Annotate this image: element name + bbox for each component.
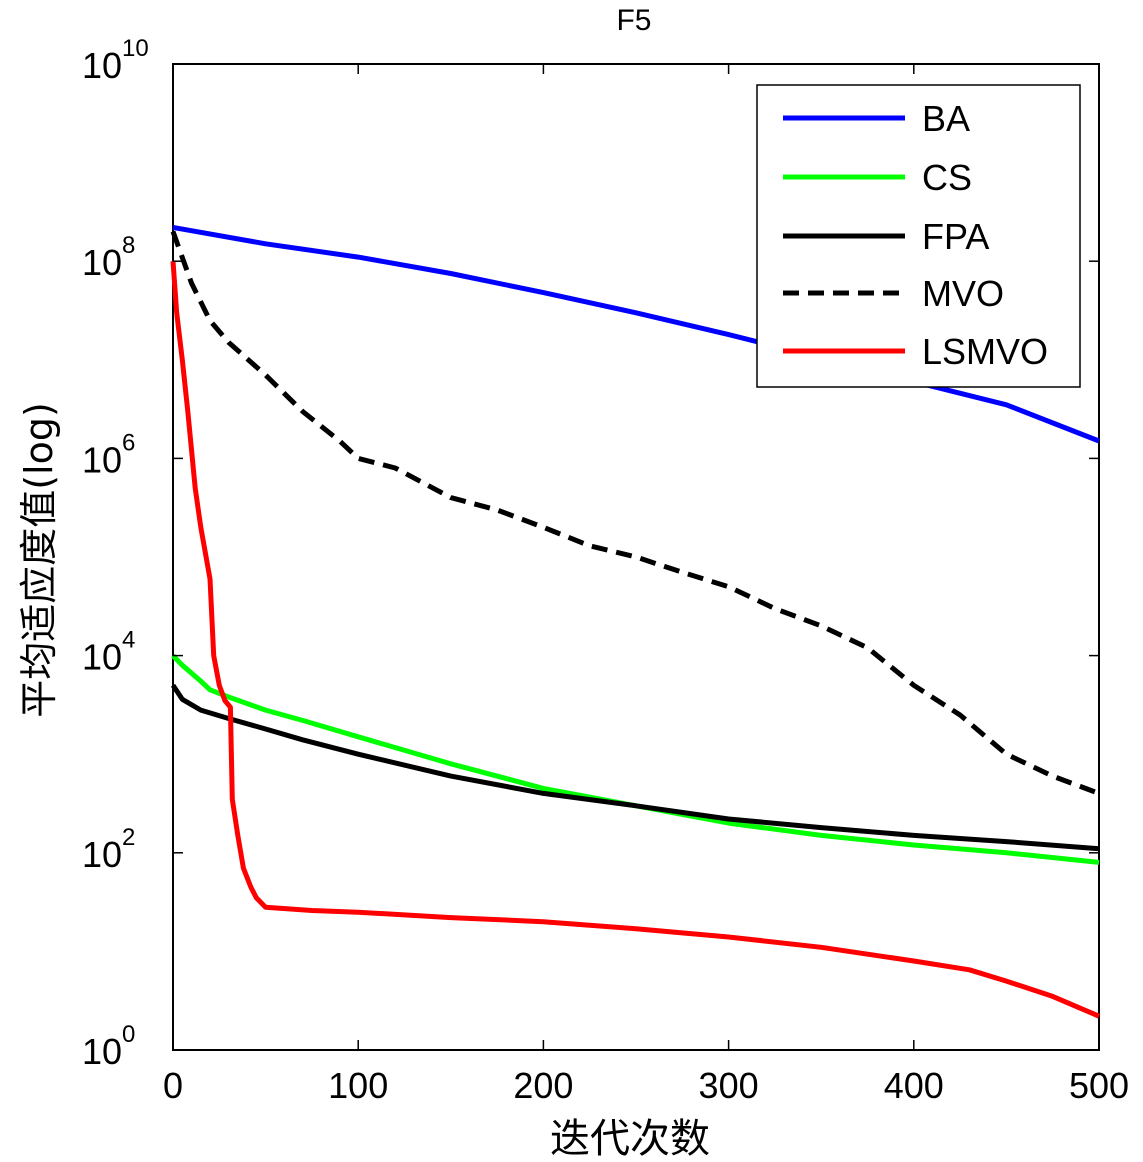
legend-label-lsmvo: LSMVO — [922, 331, 1048, 372]
chart-title: F5 — [616, 4, 651, 37]
legend-label-fpa: FPA — [922, 216, 989, 257]
x-axis-label: 迭代次数 — [550, 1116, 710, 1162]
y-tick-label: 1010 — [82, 35, 149, 86]
legend-label-mvo: MVO — [922, 273, 1004, 314]
y-tick-label: 108 — [82, 232, 135, 283]
series-layer — [170, 224, 1100, 1019]
x-tick-label: 100 — [328, 1065, 388, 1106]
series-line-ba — [172, 224, 1100, 444]
series-line-fpa — [170, 683, 1100, 852]
series-line-lsmvo — [170, 261, 1100, 1019]
y-tick-label: 106 — [82, 429, 135, 480]
series-line-mvo — [170, 230, 1100, 796]
x-tick-label: 500 — [1069, 1065, 1129, 1106]
x-tick-label: 0 — [163, 1065, 183, 1106]
axis-ticks: 0 100 200 300 400 500 100 102 104 106 108 1010 — [82, 35, 1129, 1106]
y-tick-label: 104 — [82, 627, 135, 678]
legend-label-ba: BA — [922, 98, 970, 139]
legend: BA CS FPA MVO LSMVO — [756, 84, 1081, 388]
y-axis-label: 平均适应度值(log) — [17, 402, 61, 718]
y-tick-label: 102 — [82, 824, 135, 875]
y-tick-label: 100 — [82, 1021, 135, 1072]
series-line-cs — [171, 653, 1100, 865]
x-tick-label: 300 — [699, 1065, 759, 1106]
legend-label-cs: CS — [922, 157, 972, 198]
x-tick-label: 200 — [513, 1065, 573, 1106]
x-tick-label: 400 — [884, 1065, 944, 1106]
